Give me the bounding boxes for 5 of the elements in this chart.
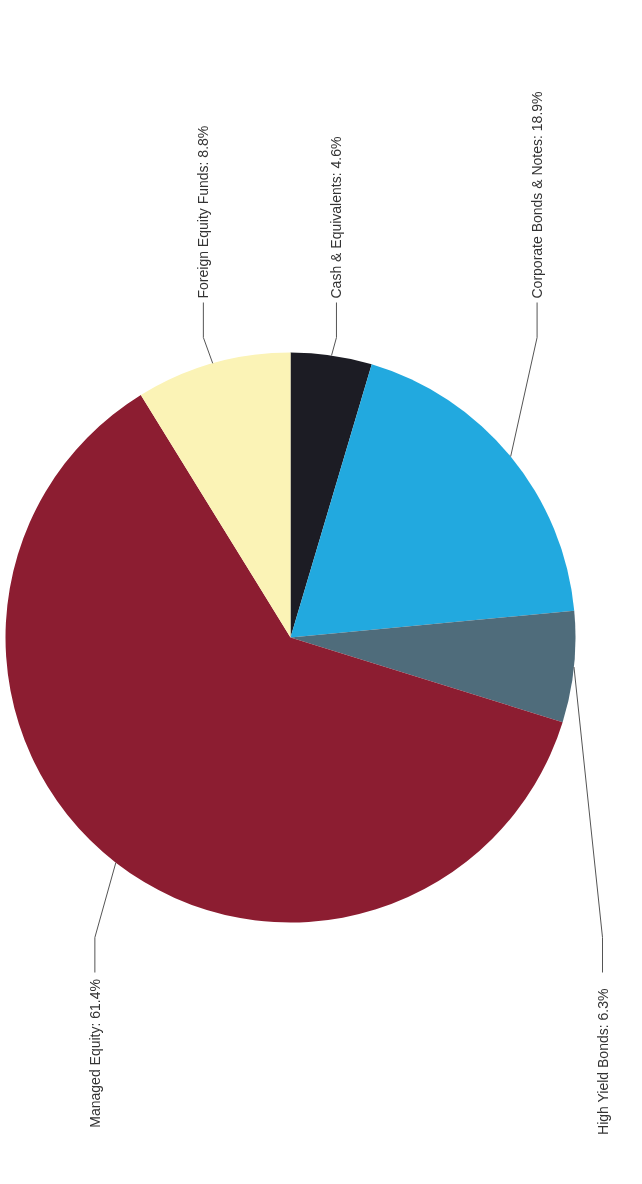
slice-label: High Yield Bonds: 6.3% <box>594 988 611 1135</box>
slice-label: Foreign Equity Funds: 8.8% <box>195 125 212 299</box>
slice-label: Managed Equity: 61.4% <box>86 979 103 1128</box>
slice-label: Corporate Bonds & Notes: 18.9% <box>529 91 546 299</box>
slice-label: Cash & Equivalents: 4.6% <box>328 136 345 299</box>
